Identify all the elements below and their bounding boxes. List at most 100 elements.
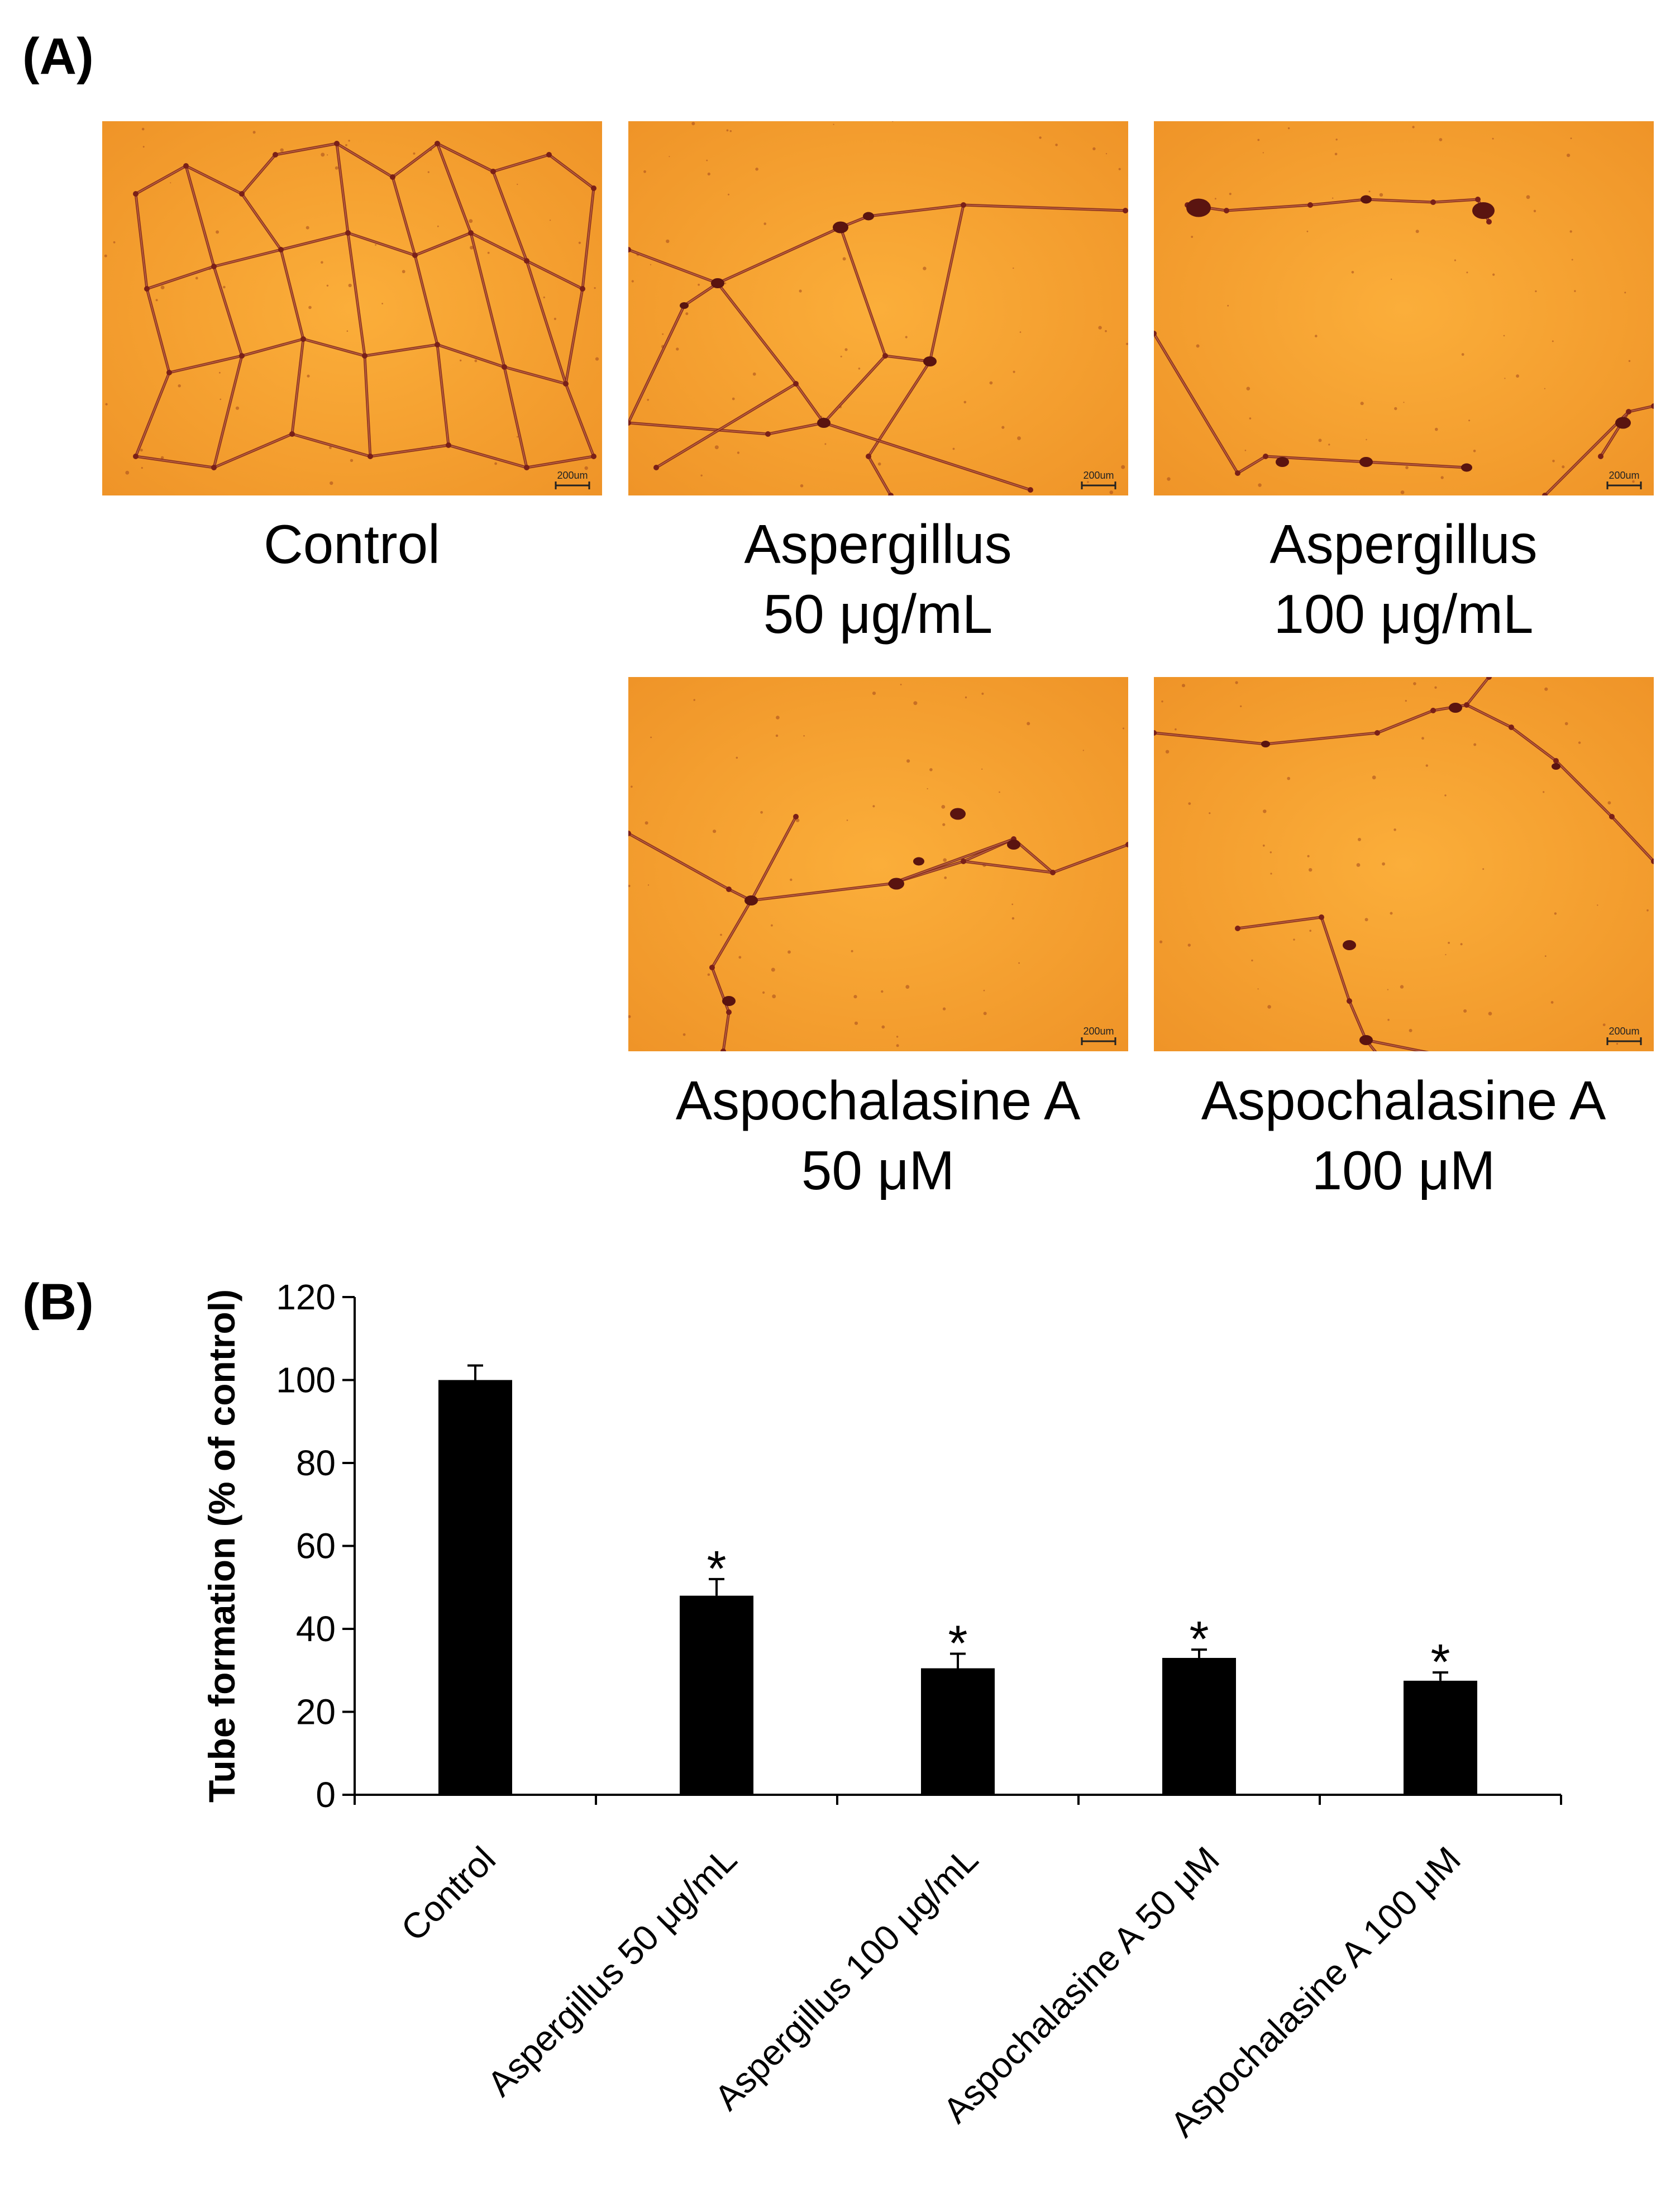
cell-speck (1460, 943, 1463, 946)
cell-speck (1366, 439, 1367, 441)
cell-speck (1092, 147, 1096, 150)
cell-speck (713, 830, 717, 833)
cell-speck (1543, 791, 1545, 793)
cell-speck (1358, 837, 1361, 841)
cell-speck (1309, 930, 1311, 932)
cell-speck (941, 805, 946, 809)
cell-speck (1390, 912, 1393, 915)
cell-speck (896, 1044, 899, 1047)
cell-speck (350, 459, 354, 462)
tube-highlight (275, 143, 337, 155)
cell-speck (494, 462, 497, 465)
tube-highlight (303, 339, 365, 356)
cell-speck (942, 823, 946, 826)
cell-speck (1087, 481, 1089, 483)
cell-speck (125, 470, 130, 475)
cell-speck (1262, 152, 1264, 154)
tube-highlight (1544, 411, 1629, 495)
tube-node (546, 152, 552, 158)
tube-highlight (840, 227, 886, 356)
cell-speck (553, 317, 557, 320)
tube-highlight (213, 433, 293, 468)
cell-speck (1393, 828, 1396, 831)
cell-cluster (1449, 703, 1462, 713)
cell-cluster (913, 857, 924, 866)
cell-speck (833, 123, 834, 125)
cell-speck (1309, 868, 1312, 872)
tube-highlight (1237, 456, 1266, 474)
cell-speck (1011, 903, 1014, 905)
tube-node (524, 465, 529, 470)
tube-highlight (628, 422, 769, 435)
scale-bar-label: 200um (1609, 1026, 1639, 1037)
cell-speck (1421, 737, 1424, 740)
tube-node (628, 247, 631, 252)
cell-speck (1482, 868, 1485, 870)
cell-speck (923, 266, 927, 270)
tube-node (239, 353, 245, 359)
tube-highlight (582, 188, 594, 289)
tube-highlight (493, 171, 527, 261)
cell-speck (1039, 136, 1042, 139)
tube-node (1123, 208, 1128, 213)
cell-speck (1267, 1005, 1271, 1009)
scale-bar: 200um (555, 470, 590, 489)
tube-highlight (336, 143, 349, 233)
cell-speck (1249, 417, 1252, 420)
micrograph-drawing: 200um (628, 677, 1128, 1051)
cell-speck (844, 348, 848, 351)
cell-cluster (1007, 840, 1020, 850)
tube-node (490, 169, 496, 174)
cell-speck (943, 858, 947, 862)
cell-cluster (1552, 763, 1560, 770)
cell-speck (1287, 127, 1290, 130)
micrograph-drawing: 200um (628, 121, 1128, 495)
tube-node (765, 431, 771, 437)
tube-highlight (1366, 461, 1467, 468)
cell-speck (517, 436, 518, 438)
tube-highlight (280, 232, 349, 250)
cell-speck (1597, 904, 1598, 906)
caption-aspergillus-50-line1: Aspergillus (744, 513, 1012, 575)
cell-speck (732, 397, 735, 401)
cell-speck (803, 735, 805, 737)
cell-speck (1439, 138, 1443, 141)
tube-highlight (1433, 199, 1478, 203)
cell-speck (1196, 344, 1200, 348)
cell-speck (1019, 331, 1022, 333)
cell-speck (113, 241, 116, 244)
cell-speck (1400, 490, 1405, 494)
cell-speck (1569, 230, 1572, 233)
cell-speck (1473, 743, 1477, 746)
tube-highlight (292, 433, 371, 457)
tube-highlight (565, 383, 594, 457)
cell-speck (1335, 139, 1338, 141)
cell-speck (1400, 985, 1404, 989)
cell-speck (905, 336, 908, 339)
tube-node (1464, 702, 1469, 708)
cell-speck (776, 716, 780, 719)
cell-speck (872, 692, 876, 695)
cell-speck (1318, 439, 1322, 442)
cell-speck (714, 445, 719, 450)
caption-aspochalasine-50-line1: Aspochalasine A (675, 1070, 1081, 1131)
cell-speck (1235, 681, 1238, 684)
cell-speck (700, 474, 703, 476)
cell-speck (517, 183, 518, 185)
cell-speck (1188, 802, 1191, 805)
cell-cluster (923, 356, 937, 366)
cell-speck (685, 312, 689, 316)
cell-speck (736, 756, 738, 759)
tube-highlight (656, 383, 796, 468)
cell-speck (952, 447, 955, 450)
x-tick-label: Aspochalasine A 50 μM (936, 1839, 1227, 2130)
tube-node (367, 454, 373, 459)
cell-speck (104, 254, 107, 258)
cell-cluster (1261, 741, 1270, 747)
cell-speck (1244, 450, 1247, 451)
cell-speck (1434, 686, 1437, 689)
tube-node (1319, 914, 1324, 920)
cell-speck (223, 285, 226, 289)
tube-highlight (504, 366, 527, 468)
cell-speck (327, 154, 328, 156)
